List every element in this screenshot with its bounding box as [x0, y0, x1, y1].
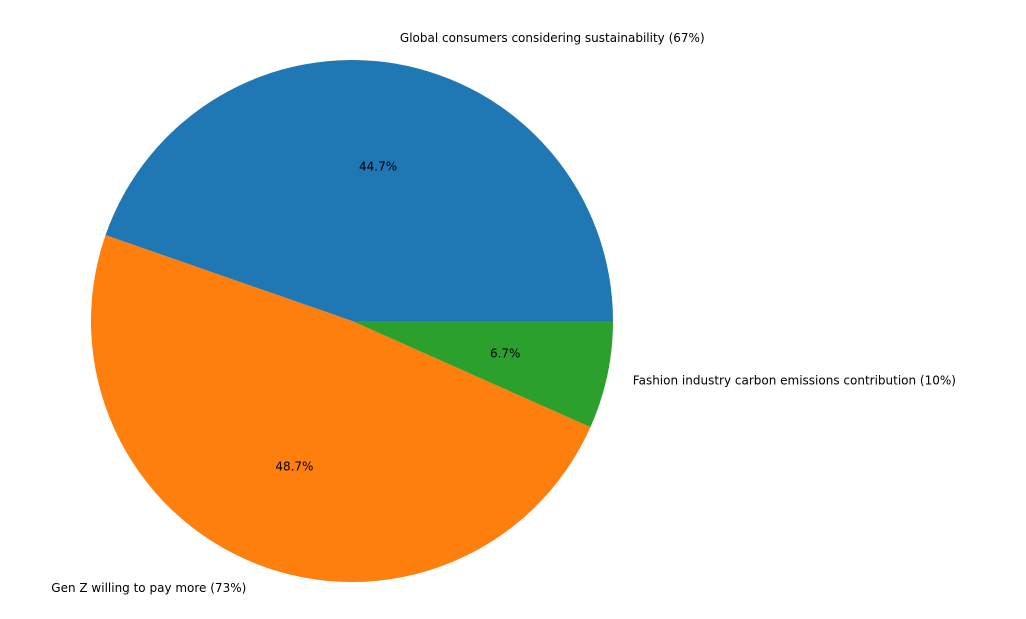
- pie-percent-label: 44.7%: [359, 160, 397, 174]
- slice-fashion-emissions: [352, 321, 613, 428]
- pie-category-label: Global consumers considering sustainabil…: [400, 31, 705, 45]
- pie-percent-label: 48.7%: [275, 460, 313, 474]
- slice-gen-z: [90, 235, 591, 583]
- slice-global-consumers: [105, 60, 614, 322]
- pie-category-label: Gen Z willing to pay more (73%): [51, 581, 246, 595]
- pie-category-label: Fashion industry carbon emissions contri…: [633, 374, 956, 388]
- pie-percent-label: 6.7%: [490, 347, 521, 361]
